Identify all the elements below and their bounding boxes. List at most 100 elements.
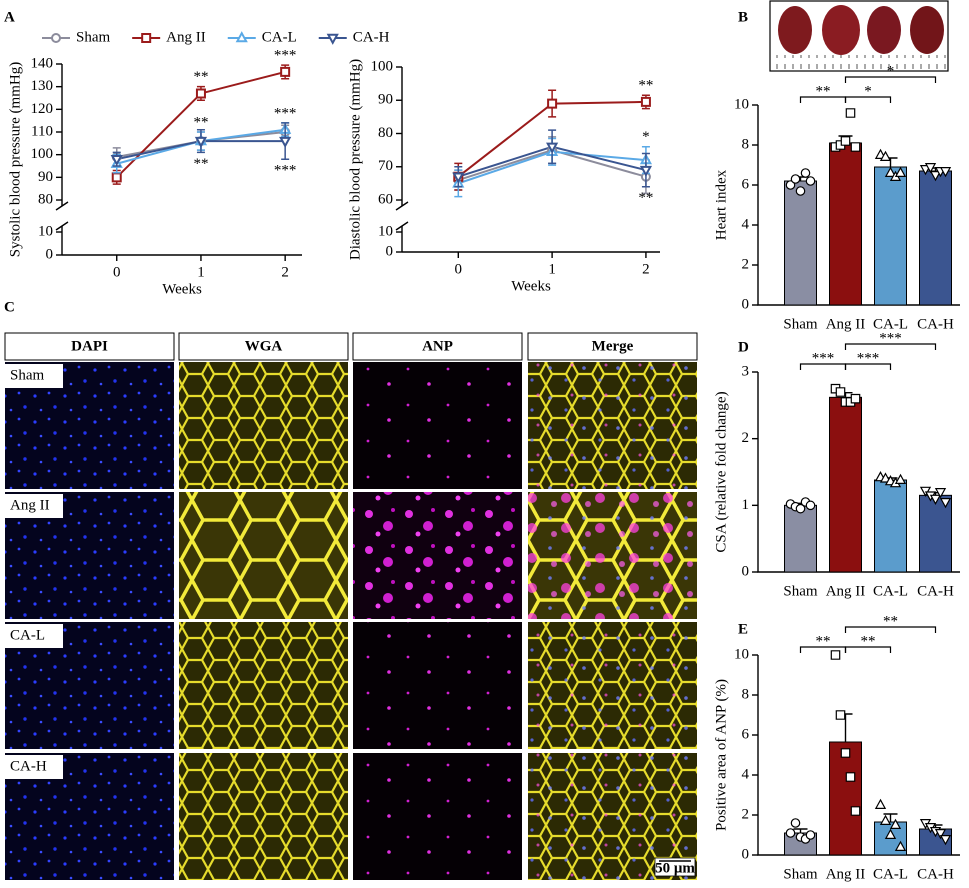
x-tick-label: CA-H <box>917 583 954 599</box>
y-tick-label: 8 <box>742 136 750 152</box>
x-tick-label: 0 <box>455 261 463 277</box>
legend-label: CA-L <box>262 29 297 45</box>
x-tick-label: Ang II <box>826 316 866 332</box>
y-tick-label: 10 <box>38 223 53 239</box>
data-point <box>939 835 952 846</box>
legend-marker <box>141 33 152 43</box>
data-point <box>939 498 952 509</box>
y-tick-label: 2 <box>742 256 750 272</box>
significance-label: ** <box>193 69 208 85</box>
data-point <box>805 176 816 186</box>
significance-label: ** <box>193 156 208 172</box>
y-tick-label: 4 <box>742 766 750 782</box>
bar <box>784 504 817 573</box>
bar <box>919 170 952 306</box>
y-tick-label: 0 <box>742 296 750 312</box>
column-header-box <box>178 332 349 361</box>
row-label-box <box>5 364 63 388</box>
column-header: DAPI <box>71 338 108 354</box>
column-header: WGA <box>245 338 283 354</box>
y-tick-label: 80 <box>38 191 53 207</box>
data-point <box>830 650 841 660</box>
scale-bar-label: 50 μm <box>655 860 695 876</box>
x-tick-label: CA-L <box>873 866 908 882</box>
x-tick-label: 2 <box>281 264 289 280</box>
y-tick-label: 1 <box>742 497 750 513</box>
y-axis-label: CSA (relative fold change) <box>713 391 729 552</box>
significance-label: *** <box>274 105 297 121</box>
comparison-bracket <box>844 363 892 370</box>
data-point <box>929 171 942 182</box>
scale-bar-box <box>654 857 696 877</box>
significance-label: * <box>887 63 895 79</box>
axis-break <box>395 201 409 231</box>
y-axis-label: Positive area of ANP (%) <box>713 679 729 831</box>
data-point <box>805 500 816 511</box>
data-point <box>639 165 653 177</box>
bar <box>874 479 907 573</box>
significance-label: *** <box>274 163 297 179</box>
row-label: Ang II <box>10 497 50 513</box>
micrograph-overlay <box>528 362 697 489</box>
data-point <box>934 829 947 840</box>
x-tick-label: CA-H <box>917 866 954 882</box>
micrograph <box>353 362 522 489</box>
x-tick-label: Sham <box>783 583 818 599</box>
data-point <box>790 818 801 828</box>
y-tick-label: 0 <box>742 846 750 862</box>
comparison-bracket <box>844 646 892 653</box>
bar <box>784 180 817 306</box>
data-point <box>884 166 897 177</box>
data-point <box>110 155 123 167</box>
data-point <box>874 798 887 809</box>
significance-label: ** <box>816 633 831 649</box>
significance-label: *** <box>879 330 902 346</box>
column-header: Merge <box>592 338 634 354</box>
y-tick-label: 120 <box>31 101 54 117</box>
data-point <box>934 488 947 499</box>
significance-label: * <box>642 129 650 145</box>
y-tick-label: 0 <box>386 243 394 259</box>
panel-label: C <box>4 299 15 315</box>
comparison-bracket <box>844 76 937 83</box>
y-tick-label: 2 <box>742 430 750 446</box>
significance-label: ** <box>193 114 208 130</box>
y-tick-label: 70 <box>378 158 393 174</box>
y-tick-label: 110 <box>31 123 53 139</box>
significance-label: * <box>864 83 872 99</box>
y-axis-label: Systolic blood pressure (mmHg) <box>7 62 23 257</box>
x-tick-label: Ang II <box>826 583 866 599</box>
row-label: Sham <box>10 367 45 383</box>
bar <box>919 494 952 573</box>
data-point <box>194 136 208 148</box>
panel-label: E <box>738 621 748 637</box>
y-axis-label: Heart index <box>713 169 729 240</box>
data-point <box>939 167 952 178</box>
data-point <box>452 172 465 184</box>
data-point <box>894 840 907 851</box>
x-axis-label: Weeks <box>511 278 551 294</box>
column-header-box <box>352 332 523 361</box>
y-tick-label: 4 <box>742 216 750 232</box>
data-point <box>785 180 796 190</box>
column-header-box <box>4 332 175 361</box>
row-label: CA-H <box>10 758 47 774</box>
data-point <box>111 172 122 183</box>
x-tick-label: 1 <box>197 264 205 280</box>
micrograph-overlay <box>528 622 697 749</box>
micrograph <box>353 622 522 749</box>
y-tick-label: 140 <box>31 55 54 71</box>
data-point <box>800 168 811 178</box>
data-point <box>546 142 559 154</box>
row-label-box <box>5 494 63 518</box>
y-axis-label: Diastolic blood pressure (mmHg) <box>347 59 363 260</box>
micrograph <box>353 492 522 619</box>
data-point <box>924 163 937 174</box>
data-point <box>640 96 651 107</box>
micrograph <box>179 622 348 749</box>
comparison-bracket <box>844 626 937 633</box>
row-label-box <box>5 755 63 779</box>
row-label: CA-L <box>10 627 45 643</box>
x-tick-label: Sham <box>783 866 818 882</box>
